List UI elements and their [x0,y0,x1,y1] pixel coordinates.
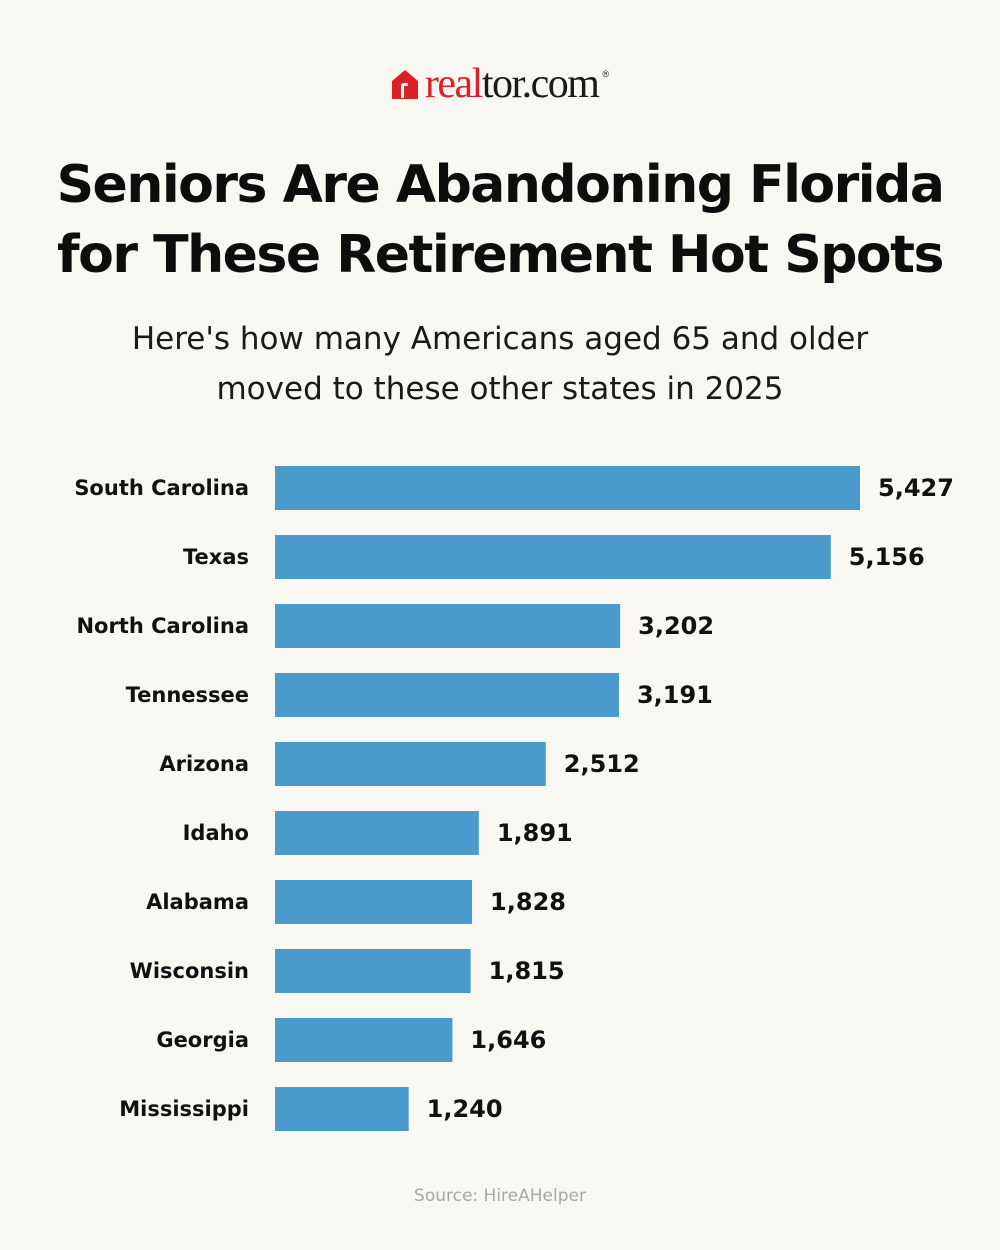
category-label-9: Mississippi [119,1097,249,1121]
logo-wordmark-accent: real [424,61,483,107]
bar-8 [275,1018,453,1062]
bar-9 [275,1087,409,1131]
source-note: Source: HireAHelper [414,1186,586,1206]
page-title: Seniors Are Abandoning Florida for These… [20,150,980,290]
value-label-8: 1,646 [470,1026,546,1054]
bar-5 [275,811,479,855]
value-label-9: 1,240 [427,1095,503,1123]
title-line-1: Seniors Are Abandoning Florida [56,155,945,215]
category-label-2: North Carolina [76,614,249,638]
category-label-3: Tennessee [126,683,249,707]
category-label-7: Wisconsin [130,959,249,983]
house-icon [391,70,418,99]
category-label-5: Idaho [183,821,249,845]
bar-3 [275,673,619,717]
value-label-7: 1,815 [489,957,565,985]
subtitle-line-2: moved to these other states in 2025 [216,371,784,407]
logo-trademark: ® [602,69,610,79]
category-label-1: Texas [183,545,249,569]
bar-6 [275,880,473,924]
category-label-0: South Carolina [74,476,249,500]
bar-4 [275,742,546,786]
value-label-4: 2,512 [564,750,640,778]
bar-chart: South Carolina 5,427 Texas 5,156 North Carol… [74,466,954,1131]
bar-0 [275,466,860,510]
page-subtitle: Here's how many Americans aged 65 and ol… [60,314,940,414]
value-label-5: 1,891 [497,819,573,847]
realtor-logo: realtor.com ® [0,62,1000,106]
bar-1 [275,535,831,579]
value-label-1: 5,156 [849,543,925,571]
value-label-6: 1,828 [490,888,566,916]
logo-wordmark: realtor.com [424,61,600,107]
logo-wordmark-rest: tor.com [481,61,600,107]
category-label-8: Georgia [156,1028,249,1052]
subtitle-line-1: Here's how many Americans aged 65 and ol… [131,321,869,357]
value-label-2: 3,202 [638,612,714,640]
category-label-4: Arizona [159,752,249,776]
bar-2 [275,604,621,648]
category-label-6: Alabama [146,890,249,914]
bar-7 [275,949,471,993]
value-label-0: 5,427 [878,474,954,502]
value-label-3: 3,191 [637,681,713,709]
title-line-2: for These Retirement Hot Spots [57,225,944,285]
